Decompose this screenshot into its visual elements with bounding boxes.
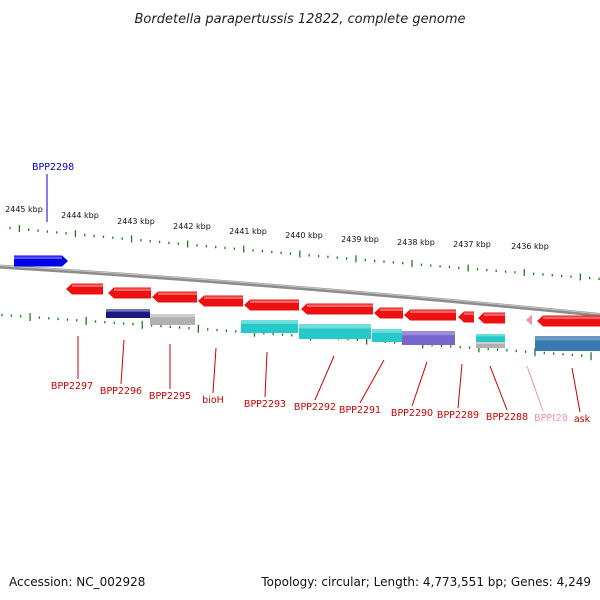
accession-text: Accession: NC_002928 [9,575,145,589]
feature-block [106,309,150,318]
upper-scale-ticks [9,224,600,281]
gene-arrow-sheen [158,292,197,295]
kbp-label: 2442 kbp [173,222,211,231]
gene-arrow-bpp2288[interactable] [478,312,505,324]
gene-arrow-sheen [532,315,533,318]
gene-arrow-bpp2289[interactable] [458,311,474,323]
gene-arrow-sheen [380,308,403,311]
gene-arrow-sheen [484,313,505,316]
gene-label-bpp2290[interactable]: BPP2290 [391,408,433,419]
kbp-label: 2437 kbp [453,240,491,249]
gene-arrow-sheen [14,256,62,259]
feature-block [476,334,505,342]
leader-line [359,359,385,404]
gene-arrow-bpp2296[interactable] [108,287,151,299]
kbp-scale-labels: 2445 kbp 2444 kbp 2443 kbp 2442 kbp 2441 kbp… [5,205,549,251]
gene-arrow-bpp2297[interactable] [66,283,103,295]
gene-arrow-bpp2293[interactable] [244,299,299,311]
leader-line [489,365,508,411]
feature-block-highlight [106,309,150,312]
gene-label-bpp2292[interactable]: BPP2292 [294,402,336,413]
feature-block-highlight [535,336,600,341]
gene-label-ask[interactable]: ask [574,414,591,425]
gene-arrow-bpp2292[interactable] [301,303,373,315]
gene-label-bpp2296[interactable]: BPP2296 [100,386,142,397]
leader-line [212,347,217,394]
kbp-label: 2439 kbp [341,235,379,244]
feature-block [476,342,505,348]
feature-block [150,314,195,325]
gene-arrow-sheen [204,296,243,299]
feature-block-highlight [476,334,505,337]
feature-block-highlight [241,320,298,324]
topology-text: Topology: circular; Length: 4,773,551 bp… [260,575,591,589]
gene-arrow-sheen [543,316,600,319]
gene-arrow-bpp2290[interactable] [404,309,456,321]
gene-label-bppt28[interactable]: BPPt28 [534,413,568,424]
genome-backbone [0,264,600,318]
gene-arrow-ask[interactable] [537,315,600,327]
gene-features [14,255,600,327]
gene-arrow-bppt28[interactable] [526,314,532,326]
gene-label-bpp2297[interactable]: BPP2297 [51,381,93,392]
gene-arrow-sheen [307,304,373,307]
kbp-label: 2440 kbp [285,231,323,240]
gene-label-bpp2288[interactable]: BPP2288 [486,412,528,423]
gene-arrow-sheen [114,288,151,291]
kbp-label: 2441 kbp [229,227,267,236]
gene-arrow-bpp2291[interactable] [374,307,403,319]
gene-label-bpp2291[interactable]: BPP2291 [339,405,381,416]
gene-label-bpp2289[interactable]: BPP2289 [437,410,479,421]
leader-line [571,367,581,413]
label-leader-lines [46,174,581,413]
leader-line [264,351,268,398]
gene-labels: BPP2298 BPP2297 BPP2296 BPP2295 bioH BPP2293 B… [32,162,591,425]
feature-block-highlight [299,324,371,329]
leader-line [457,363,463,409]
leader-line [411,361,428,407]
feature-block-highlight [402,331,455,336]
feature-block-highlight [150,314,195,318]
map-title: Bordetella parapertussis 12822, complete… [135,12,466,27]
feature-tracks [106,309,600,351]
gene-arrow-sheen [250,300,299,303]
feature-block-highlight [372,329,402,333]
kbp-label: 2436 kbp [511,242,549,251]
gene-label-bpp2298[interactable]: BPP2298 [32,162,74,173]
gene-label-bioh[interactable]: bioH [202,395,224,406]
gene-label-bpp2293[interactable]: BPP2293 [244,399,286,410]
kbp-label: 2444 kbp [61,211,99,220]
gene-arrow-sheen [464,312,474,315]
kbp-label: 2445 kbp [5,205,43,214]
gene-label-bpp2295[interactable]: BPP2295 [149,391,191,402]
leader-line [526,365,544,412]
leader-line [314,355,335,401]
genome-backbone-highlight [0,265,600,315]
gene-arrow-bioh[interactable] [198,295,243,307]
gene-arrow-bpp2298[interactable] [14,255,68,267]
kbp-label: 2438 kbp [397,238,435,247]
feature-block-highlight [476,342,505,344]
leader-line [120,339,125,385]
gene-arrow-sheen [72,284,103,287]
gene-arrow-sheen [410,310,456,313]
gene-arrow-bpp2295[interactable] [152,291,197,303]
kbp-label: 2443 kbp [117,217,155,226]
